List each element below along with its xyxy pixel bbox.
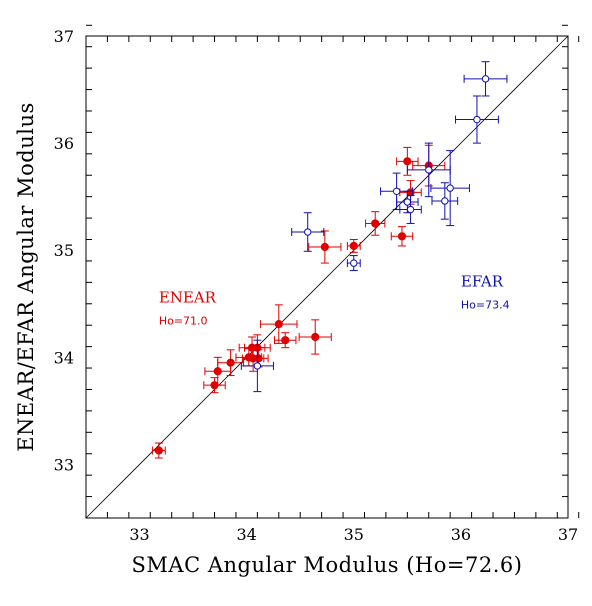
point-marker xyxy=(154,446,163,455)
data-point xyxy=(291,212,325,252)
identity-line xyxy=(85,35,569,519)
point-marker xyxy=(403,198,412,206)
y-tick-label: 35 xyxy=(54,241,74,260)
x-tick-label: 35 xyxy=(344,525,364,544)
point-marker xyxy=(320,242,329,252)
x-tick-label: 36 xyxy=(451,525,471,544)
data-point xyxy=(240,339,274,393)
point-marker xyxy=(392,187,401,196)
y-tick-label: 37 xyxy=(54,27,74,46)
plot-frame-layer xyxy=(85,35,569,519)
data-point xyxy=(406,142,451,198)
series-annotation-enear: Ho=71.0 xyxy=(159,315,208,328)
point-marker xyxy=(281,336,290,345)
data-point xyxy=(274,332,297,349)
data-point xyxy=(430,150,470,227)
y-axis-title: ENEAR/EFAR Angular Modulus xyxy=(14,102,38,452)
x-tick-label: 37 xyxy=(558,525,578,544)
data-point xyxy=(298,319,332,355)
point-marker xyxy=(274,320,283,329)
data-point xyxy=(431,182,459,220)
points-layer xyxy=(151,61,508,459)
series-enear xyxy=(151,144,446,459)
point-marker xyxy=(406,205,415,214)
point-marker xyxy=(311,332,320,342)
data-point xyxy=(380,172,414,211)
data-point xyxy=(151,442,166,459)
point-marker xyxy=(425,166,433,174)
x-axis-title: SMAC Angular Modulus (Ho=72.6) xyxy=(132,553,523,577)
series-annotation-efar: Ho=73.4 xyxy=(461,299,510,312)
data-point xyxy=(463,61,508,97)
point-marker xyxy=(253,362,262,370)
point-marker xyxy=(371,219,380,228)
point-marker xyxy=(350,259,358,267)
point-marker xyxy=(213,367,222,376)
data-point xyxy=(217,349,244,377)
data-point xyxy=(365,211,386,236)
ticks-layer xyxy=(85,24,580,519)
y-tick-label: 36 xyxy=(54,134,74,153)
point-marker xyxy=(446,184,454,192)
point-marker xyxy=(397,232,407,241)
point-marker xyxy=(481,75,490,83)
point-marker xyxy=(403,157,412,166)
data-point xyxy=(455,95,499,144)
labels-layer: 33 34 35 36 37 33 34 35 36 37 SMAC Angular Modulus… xyxy=(14,27,578,577)
y-tick-label: 34 xyxy=(54,348,74,367)
data-point xyxy=(390,226,414,247)
reference-line-layer xyxy=(85,35,569,519)
series-label-efar: EFAR xyxy=(461,273,504,291)
data-point xyxy=(346,239,361,253)
series-label-enear: ENEAR xyxy=(159,289,217,307)
data-point xyxy=(399,195,422,224)
data-point xyxy=(346,255,361,272)
point-marker xyxy=(226,358,235,367)
point-marker xyxy=(304,228,312,236)
series-efar xyxy=(240,61,508,393)
point-marker xyxy=(349,241,358,251)
y-tick-label: 33 xyxy=(54,455,74,474)
data-point xyxy=(308,230,342,264)
point-marker xyxy=(441,197,449,205)
x-tick-label: 33 xyxy=(129,525,149,544)
point-marker xyxy=(473,115,481,124)
point-marker xyxy=(254,354,263,363)
x-tick-label: 34 xyxy=(236,525,256,544)
plot-frame xyxy=(85,35,569,519)
data-point xyxy=(260,304,298,344)
